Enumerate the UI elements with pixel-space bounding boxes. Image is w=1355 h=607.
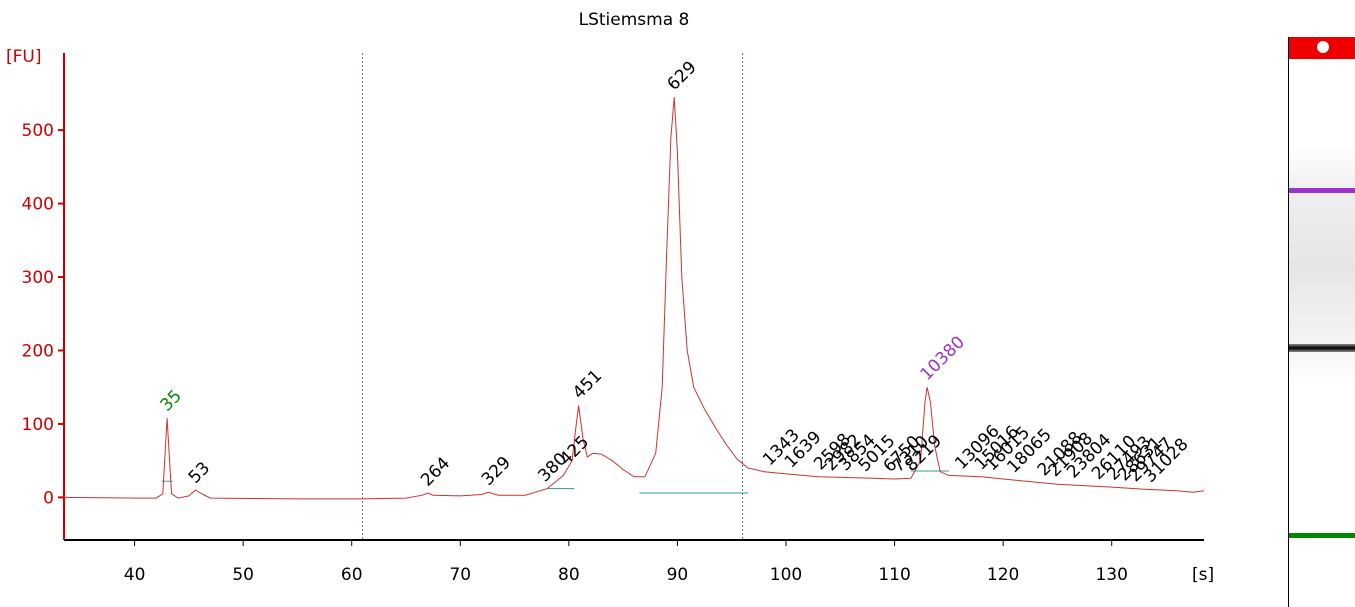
y-tick-label-0: 0: [43, 488, 54, 508]
y-tick-label-100: 100: [22, 415, 54, 435]
peak-label-53: 53: [185, 458, 214, 487]
y-tick-label-200: 200: [22, 341, 54, 361]
trace-line: [63, 97, 1205, 500]
gel-well-marker: [1289, 37, 1355, 59]
y-axis-label: [FU]: [6, 47, 42, 67]
peak-label-629: 629: [664, 58, 701, 95]
y-tick-label-300: 300: [22, 268, 54, 288]
x-tick-label-40: 40: [124, 565, 146, 585]
x-axis-label: [s]: [1192, 565, 1214, 585]
peak-label-451: 451: [569, 366, 606, 403]
gel-band-0: [1289, 188, 1355, 194]
x-tick-label-60: 60: [341, 565, 363, 585]
y-tick-label-500: 500: [22, 121, 54, 141]
well-dot-icon: [1317, 41, 1329, 53]
x-tick-label-120: 120: [987, 565, 1019, 585]
x-tick-label-90: 90: [667, 565, 689, 585]
peak-label-329: 329: [478, 453, 515, 490]
y-tick-label-400: 400: [22, 195, 54, 215]
peak-label-35: 35: [156, 386, 185, 415]
plot-area: 0 100 200 300 400 500 40 50 60 70 80 90 100 110 120 130…: [22, 53, 1205, 585]
x-tick-label-70: 70: [449, 565, 471, 585]
chart-title: LStiemsma 8: [579, 10, 690, 30]
electropherogram-chart: LStiemsma 8 [FU] [s] 0 100 200 300 400 500 40 5…: [6, 10, 1214, 585]
x-tick-label-110: 110: [878, 565, 910, 585]
gel-band-1: [1289, 343, 1355, 352]
x-tick-label-50: 50: [232, 565, 254, 585]
gel-lane: [1288, 37, 1355, 607]
peak-label-10380: 10380: [917, 332, 969, 384]
x-tick-label-100: 100: [770, 565, 802, 585]
peak-label-264: 264: [417, 453, 454, 490]
x-tick-label-80: 80: [558, 565, 580, 585]
gel-band-2: [1289, 533, 1355, 539]
x-tick-label-130: 130: [1095, 565, 1127, 585]
